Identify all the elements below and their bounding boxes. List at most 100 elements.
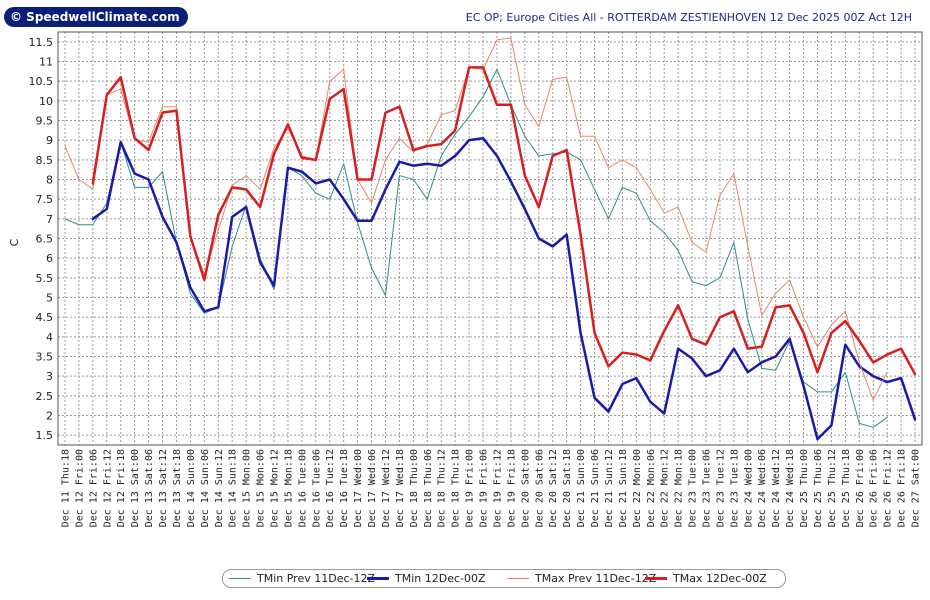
- x-tick-label: Dec 24 Wed:00: [743, 449, 754, 527]
- x-tick-label: Dec 15 Mon:00: [242, 449, 253, 527]
- x-tick-label: Dec 27 Sat:00: [911, 449, 922, 527]
- x-tick-label: Dec 22 Mon:18: [674, 449, 685, 527]
- x-tick-label: Dec 17 Wed:06: [367, 449, 378, 527]
- y-tick-label: 5.5: [36, 272, 54, 285]
- x-tick-label: Dec 16 Tue:12: [325, 449, 336, 527]
- x-tick-label: Dec 15 Mon:06: [256, 449, 267, 527]
- y-tick-label: 4.5: [36, 311, 54, 324]
- x-tick-label: Dec 17 Wed:12: [381, 449, 392, 527]
- x-tick-label: Dec 23 Tue:06: [702, 449, 713, 527]
- y-tick-label: 8: [46, 174, 53, 187]
- y-tick-label: 8.5: [36, 154, 54, 167]
- x-tick-label: Dec 12 Fri:00: [74, 449, 85, 527]
- x-tick-label: Dec 12 Fri:06: [88, 449, 99, 527]
- chart-legend: TMin Prev 11Dec-12Z TMin 12Dec-00Z TMax …: [222, 569, 786, 588]
- y-tick-label: 3: [46, 370, 53, 383]
- x-tick-label: Dec 25 Thu:06: [813, 449, 824, 527]
- y-tick-label: 7: [46, 213, 53, 226]
- x-tick-label: Dec 18 Thu:00: [409, 449, 420, 527]
- y-tick-label: 1.5: [36, 429, 54, 442]
- speedwellclimate-logo[interactable]: © SpeedwellClimate.com: [4, 7, 188, 27]
- x-tick-label: Dec 21 Sun:18: [618, 449, 629, 527]
- x-tick-label: Dec 13 Sat:18: [172, 449, 183, 527]
- x-tick-label: Dec 13 Sat:06: [144, 449, 155, 527]
- y-tick-label: 11.5: [29, 36, 54, 49]
- x-tick-label: Dec 17 Wed:00: [353, 449, 364, 527]
- x-tick-label: Dec 20 Sat:12: [548, 449, 559, 527]
- series-line-tmin: [91, 136, 917, 441]
- y-tick-label: 7.5: [36, 193, 54, 206]
- x-tick-label: Dec 14 Sun:06: [200, 449, 211, 527]
- chart-title: EC OP; Europe Cities All - ROTTERDAM ZES…: [465, 11, 912, 24]
- legend-swatch-tmax-prev: [507, 578, 529, 579]
- legend-label: TMax 12Dec-00Z: [673, 572, 767, 585]
- x-tick-label: Dec 23 Tue:00: [688, 449, 699, 527]
- series-line-tmax: [91, 66, 917, 376]
- legend-label: TMax Prev 11Dec-12Z: [535, 572, 657, 585]
- y-tick-label: 9: [46, 134, 53, 147]
- x-tick-label: Dec 23 Tue:18: [729, 449, 740, 527]
- y-axis-label: C: [8, 238, 21, 246]
- x-tick-label: Dec 19 Fri:12: [492, 449, 503, 527]
- x-tick-label: Dec 14 Sun:18: [228, 449, 239, 527]
- x-tick-label: Dec 12 Fri:12: [102, 449, 113, 527]
- legend-swatch-tmin: [367, 577, 389, 580]
- x-tick-label: Dec 14 Sun:12: [214, 449, 225, 527]
- x-tick-label: Dec 15 Mon:12: [270, 449, 281, 527]
- legend-label: TMin Prev 11Dec-12Z: [257, 572, 376, 585]
- x-tick-label: Dec 18 Thu:12: [437, 449, 448, 527]
- plot-frame: [57, 31, 923, 446]
- x-tick-label: Dec 20 Sat:18: [562, 449, 573, 527]
- x-tick-label: Dec 16 Tue:18: [339, 449, 350, 527]
- x-tick-label: Dec 26 Fri:12: [883, 449, 894, 527]
- x-tick-label: Dec 18 Thu:18: [451, 449, 462, 527]
- x-tick-label: Dec 19 Fri:18: [506, 449, 517, 527]
- y-tick-label: 2: [46, 410, 53, 423]
- x-tick-label: Dec 25 Thu:00: [799, 449, 810, 527]
- x-tick-label: Dec 24 Wed:12: [771, 449, 782, 527]
- x-tick-label: Dec 19 Fri:00: [465, 449, 476, 527]
- x-tick-label: Dec 24 Wed:18: [785, 449, 796, 527]
- x-tick-label: Dec 21 Sun:12: [604, 449, 615, 527]
- legend-label: TMin 12Dec-00Z: [395, 572, 486, 585]
- x-tick-label: Dec 13 Sat:12: [158, 449, 169, 527]
- x-tick-label: Dec 23 Tue:12: [715, 449, 726, 527]
- x-tick-label: Dec 20 Sat:00: [520, 449, 531, 527]
- legend-swatch-tmax: [645, 577, 667, 580]
- x-tick-label: Dec 20 Sat:06: [534, 449, 545, 527]
- x-tick-label: Dec 25 Thu:12: [827, 449, 838, 527]
- x-tick-label: Dec 12 Fri:18: [116, 449, 127, 527]
- y-tick-label: 6.5: [36, 233, 54, 246]
- x-tick-label: Dec 21 Sun:00: [576, 449, 587, 527]
- x-tick-label: Dec 26 Fri:06: [869, 449, 880, 527]
- x-tick-label: Dec 11 Thu:18: [60, 449, 71, 527]
- x-tick-label: Dec 19 Fri:06: [479, 449, 490, 527]
- x-tick-label: Dec 13 Sat:00: [130, 449, 141, 527]
- y-tick-label: 9.5: [36, 115, 54, 128]
- y-tick-label: 10.5: [29, 75, 54, 88]
- y-tick-label: 11: [39, 56, 53, 69]
- x-tick-label: Dec 16 Tue:06: [311, 449, 322, 527]
- x-tick-label: Dec 16 Tue:00: [297, 449, 308, 527]
- series-line-tmin-prev: [64, 68, 888, 428]
- x-tick-label: Dec 24 Wed:06: [757, 449, 768, 527]
- y-tick-label: 4: [46, 331, 53, 344]
- y-tick-label: 2.5: [36, 390, 54, 403]
- y-tick-label: 3.5: [36, 351, 54, 364]
- y-axis-ticks: 1.5 2 2.5 3 3.5 4 4.5 5 5.5 6 6.5 7 7.5 8 8.5 9 9.5 10 10.…: [29, 36, 54, 442]
- chart-lines: [64, 37, 917, 441]
- x-tick-label: Dec 21 Sun:06: [590, 449, 601, 527]
- x-axis-ticks: Dec 11 Thu:18 Dec 12 Fri:00 Dec 12 Fri:06 D…: [60, 449, 921, 527]
- y-tick-label: 10: [39, 95, 53, 108]
- x-tick-label: Dec 14 Sun:00: [186, 449, 197, 527]
- x-tick-label: Dec 18 Thu:06: [423, 449, 434, 527]
- x-tick-label: Dec 22 Mon:12: [660, 449, 671, 527]
- x-tick-label: Dec 26 Fri:00: [855, 449, 866, 527]
- x-tick-label: Dec 26 Fri:18: [897, 449, 908, 527]
- legend-swatch-tmin-prev: [229, 578, 251, 579]
- x-tick-label: Dec 22 Mon:00: [632, 449, 643, 527]
- x-tick-label: Dec 25 Thu:18: [841, 449, 852, 527]
- y-tick-label: 6: [46, 252, 53, 265]
- x-tick-label: Dec 17 Wed:18: [395, 449, 406, 527]
